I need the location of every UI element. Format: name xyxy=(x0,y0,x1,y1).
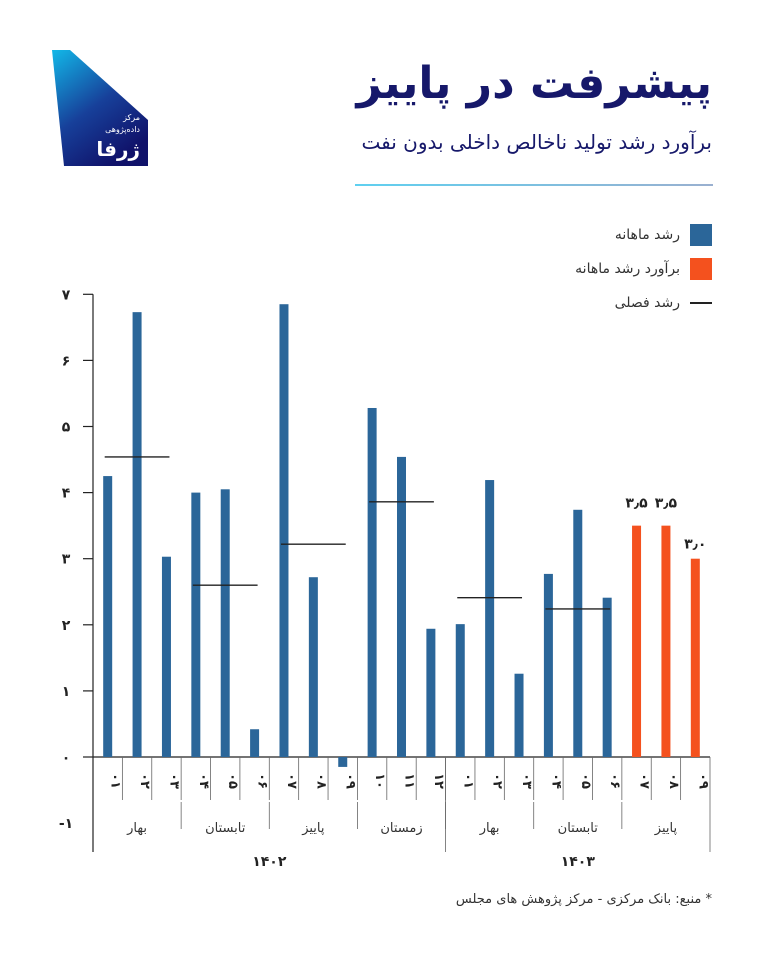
season-label: تابستان xyxy=(558,821,599,836)
bar xyxy=(103,476,113,757)
y-tick-label: ۳ xyxy=(62,552,71,568)
x-tick-label: ۰۲ xyxy=(490,773,505,789)
x-tick-label: ۰۹ xyxy=(343,773,358,789)
bar xyxy=(632,525,642,757)
bar xyxy=(455,624,465,757)
source-note: * منبع: بانک مرکزی - مرکز پژوهش های مجلس xyxy=(455,892,712,907)
bar xyxy=(397,456,406,757)
bar xyxy=(661,525,671,757)
svg-text:ژرفا: ژرفا xyxy=(96,137,140,161)
season-label: تابستان xyxy=(205,821,246,836)
x-tick-label: ۰۳ xyxy=(519,773,534,789)
x-tick-label: ۰۴ xyxy=(548,773,563,789)
legend-item-seasonal: رشد فصلی xyxy=(575,286,712,320)
season-label: بهار xyxy=(479,821,500,836)
svg-text:داده‌پژوهی: داده‌پژوهی xyxy=(105,125,140,134)
svg-text:مرکز: مرکز xyxy=(122,113,140,122)
x-tick-label: ۰۶ xyxy=(607,773,622,789)
title-divider xyxy=(355,184,713,186)
y-tick-label: ۷ xyxy=(62,287,71,303)
x-tick-label: ۰۹ xyxy=(695,773,710,789)
x-tick-label: ۰۱ xyxy=(460,773,475,789)
bar xyxy=(573,509,583,757)
data-label: ۳٫۰ xyxy=(684,537,706,553)
x-tick-label: ۰۷ xyxy=(637,773,652,789)
data-label: ۳٫۵ xyxy=(625,496,648,512)
bar xyxy=(308,577,318,757)
bar xyxy=(338,757,348,767)
y-tick-label: ۱ xyxy=(62,684,71,700)
season-label: زمستان xyxy=(380,821,422,836)
x-tick-label: ۰۸ xyxy=(313,773,328,789)
y-tick-label: ۲ xyxy=(62,618,71,634)
legend-swatch-estimate xyxy=(690,258,712,280)
season-label: پاییز xyxy=(654,821,678,836)
x-tick-label: ۱۱ xyxy=(402,773,417,789)
x-tick-label: ۱۲ xyxy=(431,773,446,789)
legend-label: رشد فصلی xyxy=(614,295,680,311)
x-tick-label: ۰۳ xyxy=(166,773,181,789)
bar xyxy=(220,489,230,757)
y-tick-label: ۴ xyxy=(62,486,71,502)
zharfa-logo: مرکز داده‌پژوهی ژرفا xyxy=(52,50,148,166)
legend-item-monthly: رشد ماهانه xyxy=(575,218,712,252)
bar xyxy=(485,480,495,757)
bar xyxy=(191,492,201,757)
y-tick-label: -۱ xyxy=(59,816,73,832)
y-tick-label: ۶ xyxy=(62,353,71,369)
bar xyxy=(250,729,260,757)
bar xyxy=(426,628,436,757)
x-tick-label: ۰۶ xyxy=(255,773,270,789)
legend-label: رشد ماهانه xyxy=(614,227,680,243)
bar xyxy=(132,312,142,757)
x-tick-label: ۰۸ xyxy=(666,773,681,789)
bar xyxy=(602,597,612,757)
x-tick-label: ۱۰ xyxy=(372,773,387,789)
x-tick-label: ۰۷ xyxy=(284,773,299,789)
y-tick-label: ۵ xyxy=(62,420,71,436)
page-subtitle: برآورد رشد تولید ناخالص داخلی بدون نفت xyxy=(361,130,712,154)
bar xyxy=(161,556,171,757)
legend-line-seasonal xyxy=(690,302,712,304)
bar xyxy=(543,573,553,757)
y-tick-label: ۰ xyxy=(62,750,71,766)
year-label: ۱۴۰۳ xyxy=(561,854,596,870)
bar xyxy=(367,407,377,757)
legend-label: برآورد رشد ماهانه xyxy=(575,261,680,277)
bar xyxy=(514,673,524,757)
x-tick-label: ۰۴ xyxy=(196,773,211,789)
x-tick-label: ۰۱ xyxy=(108,773,123,789)
x-tick-label: ۰۵ xyxy=(578,773,593,789)
chart-legend: رشد ماهانه برآورد رشد ماهانه رشد فصلی xyxy=(575,218,712,320)
bar xyxy=(279,304,289,757)
x-tick-label: ۰۲ xyxy=(137,773,152,789)
legend-swatch-monthly xyxy=(690,224,712,246)
bar xyxy=(690,558,700,757)
x-tick-label: ۰۵ xyxy=(225,773,240,789)
legend-item-estimate: برآورد رشد ماهانه xyxy=(575,252,712,286)
page-title: پیشرفت در پاییز xyxy=(356,58,712,109)
season-label: پاییز xyxy=(301,821,325,836)
data-label: ۳٫۵ xyxy=(655,496,678,512)
year-label: ۱۴۰۲ xyxy=(252,854,287,870)
season-label: بهار xyxy=(126,821,147,836)
